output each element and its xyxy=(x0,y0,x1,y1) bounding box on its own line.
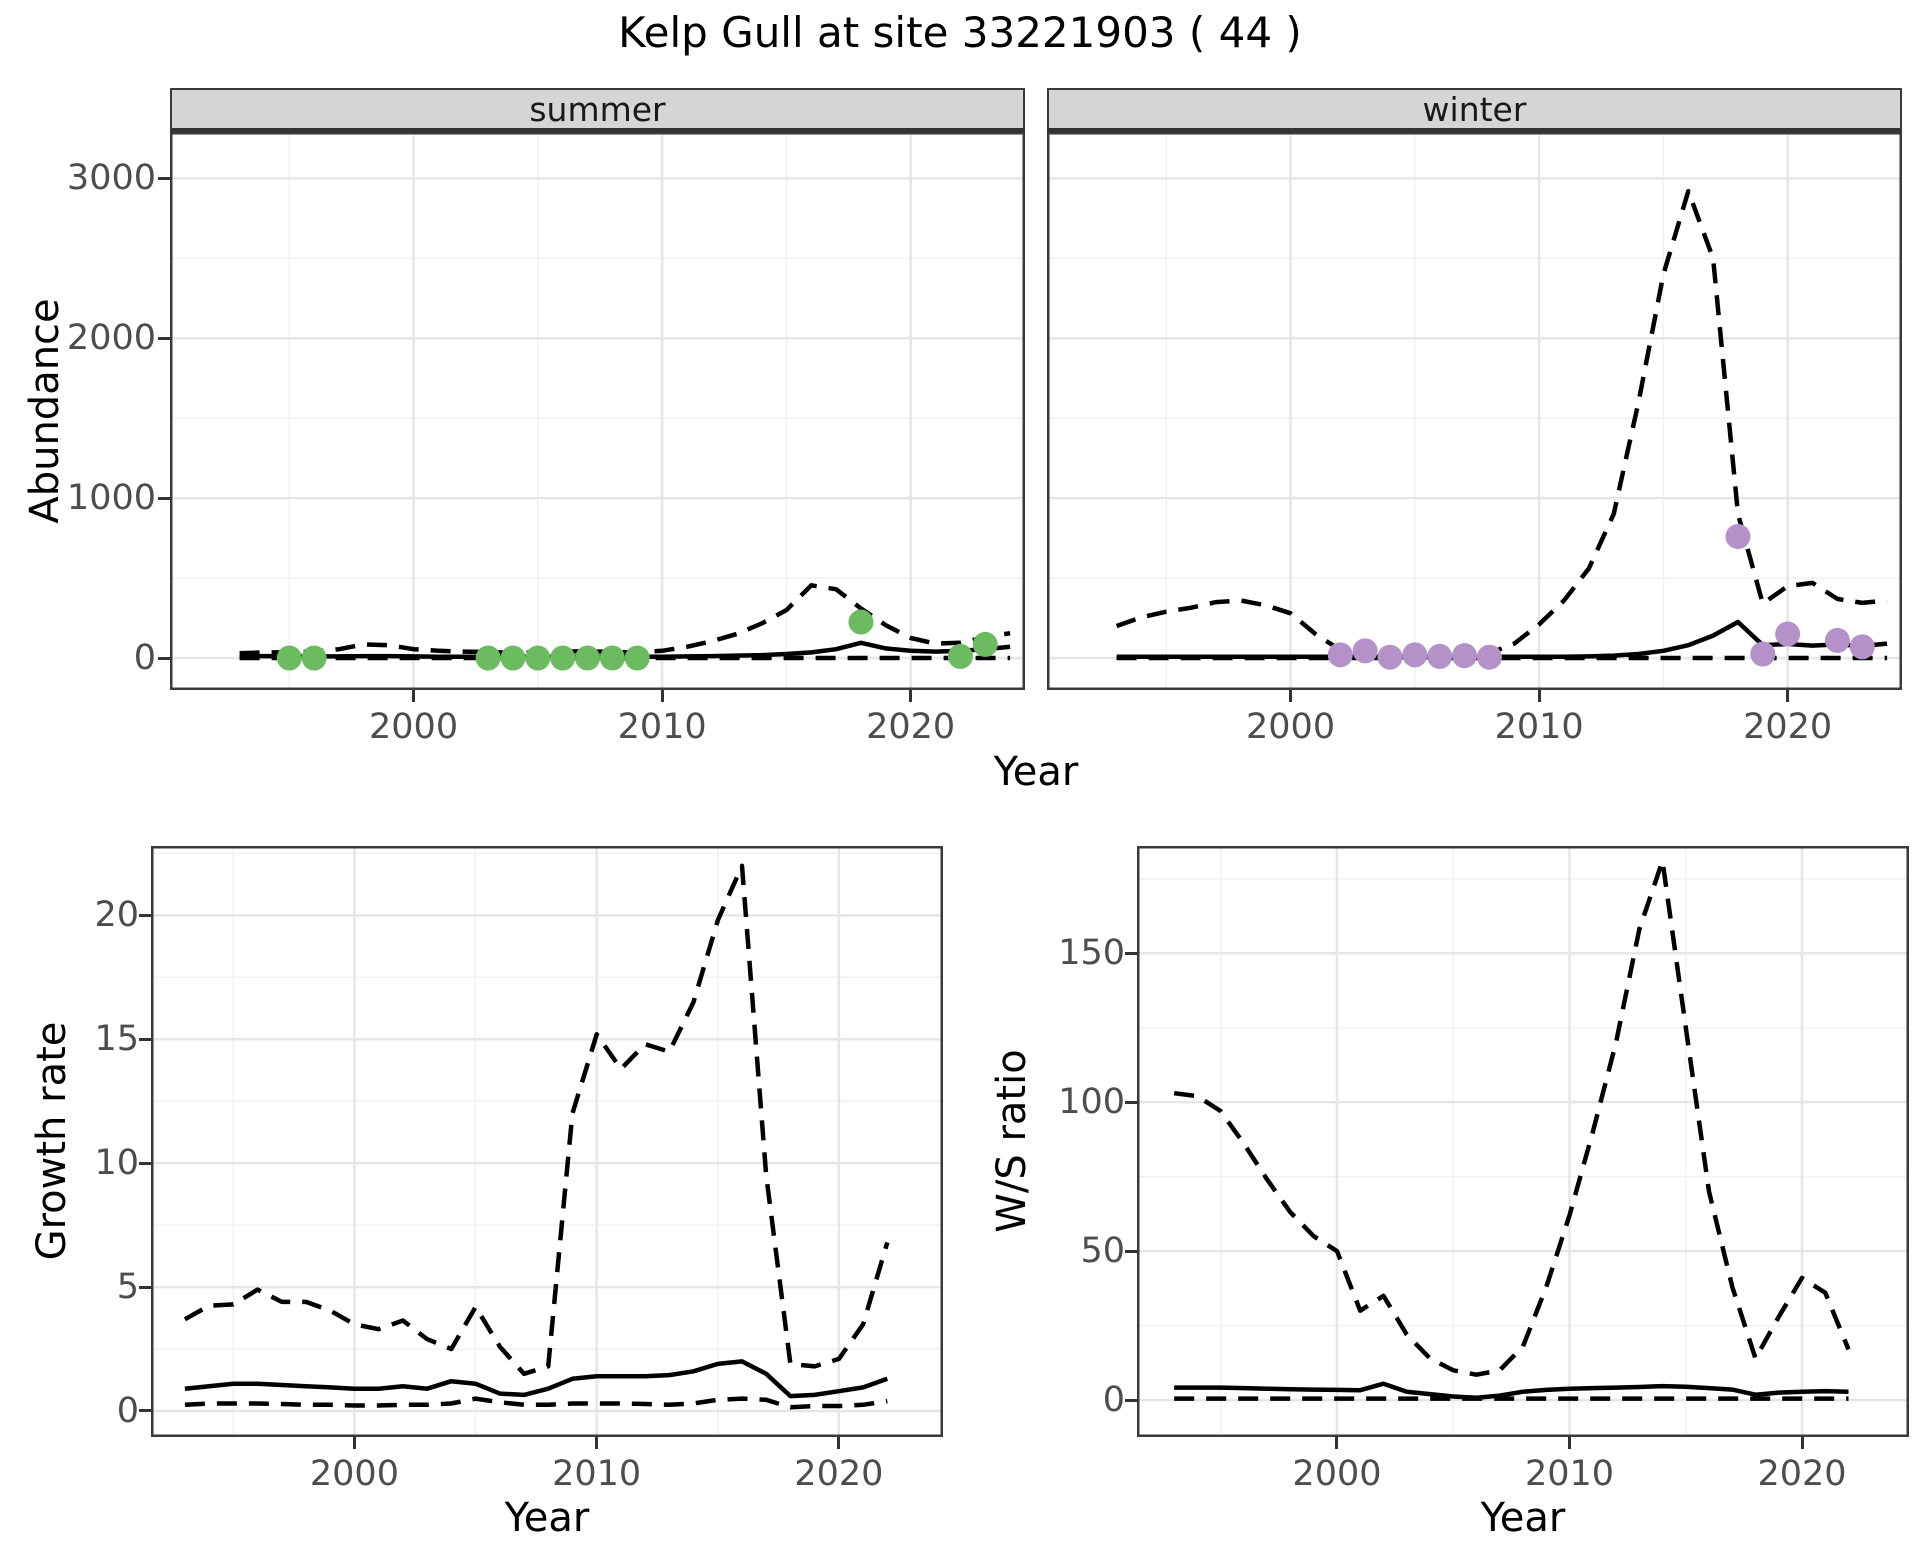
ws-y-axis-title: W/S ratio xyxy=(989,1049,1035,1233)
y-tick-mark xyxy=(139,1037,151,1041)
x-tick-mark xyxy=(1568,1437,1571,1449)
y-tick-label: 150 xyxy=(1058,933,1125,974)
data-point xyxy=(1352,638,1378,664)
y-tick-mark xyxy=(158,176,170,180)
y-tick-mark xyxy=(1125,1100,1137,1104)
x-tick-mark xyxy=(412,690,416,702)
x-tick-label: 2010 xyxy=(1494,707,1584,747)
series-upper_ci xyxy=(1173,858,1851,1377)
data-point xyxy=(1377,644,1403,670)
data-point xyxy=(848,609,874,635)
y-tick-mark xyxy=(139,1161,151,1165)
data-point xyxy=(500,645,526,671)
y-tick-label: 10 xyxy=(94,1143,139,1184)
x-tick-label: 2000 xyxy=(369,707,459,747)
x-tick-mark xyxy=(1537,690,1541,702)
data-point xyxy=(525,645,551,671)
data-point xyxy=(1476,644,1502,670)
abundance-x-axis-title: Year xyxy=(993,749,1079,795)
x-tick-mark xyxy=(837,1437,841,1449)
ws-ratio-panel xyxy=(1137,846,1909,1437)
data-point xyxy=(1849,634,1875,660)
x-tick-mark xyxy=(909,690,913,702)
data-point xyxy=(947,643,973,669)
x-tick-mark xyxy=(660,690,664,702)
y-tick-mark xyxy=(158,336,170,340)
facet-strip-winter: winter xyxy=(1047,88,1902,132)
x-tick-label: 2020 xyxy=(1743,707,1833,747)
panel-border xyxy=(1047,132,1902,690)
data-point xyxy=(1775,621,1801,647)
data-point xyxy=(1750,641,1776,667)
data-point xyxy=(1427,643,1453,669)
data-point xyxy=(276,645,302,671)
data-point xyxy=(301,645,327,671)
abundance-y-axis-title: Abundance xyxy=(22,298,68,524)
abundance-summer-panel xyxy=(170,132,1025,690)
data-point xyxy=(575,645,601,671)
y-tick-mark xyxy=(1125,1249,1137,1253)
x-tick-mark xyxy=(1786,690,1790,702)
x-tick-label: 2010 xyxy=(1524,1454,1615,1494)
panel-border xyxy=(1137,846,1909,1437)
ws-x-axis-title: Year xyxy=(1480,1495,1566,1541)
data-point xyxy=(1725,524,1751,550)
x-tick-mark xyxy=(1335,1437,1339,1449)
x-tick-label: 2020 xyxy=(1757,1454,1847,1494)
x-tick-label: 2000 xyxy=(309,1454,399,1494)
data-point xyxy=(550,645,576,671)
y-tick-mark xyxy=(139,1285,151,1289)
y-tick-label: 1000 xyxy=(66,478,156,519)
series-upper_ci xyxy=(239,583,1011,656)
y-tick-label: 15 xyxy=(94,1019,139,1060)
x-tick-label: 2010 xyxy=(617,707,707,747)
y-tick-label: 5 xyxy=(116,1267,139,1308)
series-median xyxy=(184,1359,889,1399)
y-tick-label: 0 xyxy=(1102,1380,1125,1421)
abundance-winter-panel xyxy=(1047,132,1902,690)
page-title: Kelp Gull at site 33221903 ( 44 ) xyxy=(618,8,1302,57)
y-tick-label: 50 xyxy=(1080,1231,1125,1272)
y-tick-label: 100 xyxy=(1058,1082,1125,1123)
y-tick-mark xyxy=(1125,1398,1137,1402)
y-tick-mark xyxy=(139,1409,151,1413)
facet-strip-summer-label: summer xyxy=(529,89,666,129)
data-point xyxy=(1452,643,1478,669)
y-tick-mark xyxy=(158,496,170,500)
data-point xyxy=(972,631,998,657)
x-tick-label: 2020 xyxy=(794,1454,884,1494)
y-tick-mark xyxy=(158,656,170,660)
facet-strip-summer: summer xyxy=(170,88,1025,132)
y-tick-label: 0 xyxy=(116,1390,139,1431)
data-point xyxy=(1327,642,1353,668)
x-tick-label: 2000 xyxy=(1292,1454,1382,1494)
series-upper_ci xyxy=(1115,188,1888,660)
data-point xyxy=(1402,642,1428,668)
x-tick-mark xyxy=(352,1437,356,1449)
y-tick-mark xyxy=(139,913,151,917)
y-tick-label: 20 xyxy=(94,895,139,936)
x-tick-mark xyxy=(595,1437,599,1449)
growth-x-axis-title: Year xyxy=(504,1495,590,1541)
facet-strip-winter-label: winter xyxy=(1422,89,1527,129)
data-point xyxy=(475,645,501,671)
y-tick-label: 3000 xyxy=(66,158,156,199)
x-tick-label: 2020 xyxy=(866,707,956,747)
x-tick-label: 2010 xyxy=(552,1454,642,1494)
x-tick-label: 2000 xyxy=(1246,707,1336,747)
series-lower_ci xyxy=(184,1396,888,1410)
y-tick-mark xyxy=(1125,951,1137,955)
panel-border xyxy=(151,846,943,1437)
data-point xyxy=(1824,627,1850,653)
data-point xyxy=(624,645,650,671)
growth-rate-panel xyxy=(151,846,943,1437)
data-point xyxy=(599,645,625,671)
x-tick-mark xyxy=(1800,1437,1804,1449)
x-tick-mark xyxy=(1289,690,1293,702)
panel-border xyxy=(170,132,1025,690)
y-tick-label: 2000 xyxy=(66,318,156,359)
series-median xyxy=(1174,1381,1849,1400)
y-tick-label: 0 xyxy=(133,638,156,679)
